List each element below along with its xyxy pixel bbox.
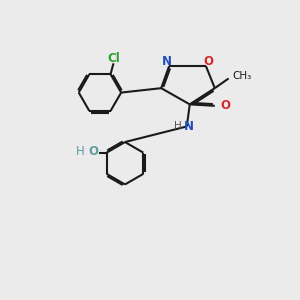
Text: N: N [184,120,194,133]
Text: O: O [89,145,99,158]
Text: H: H [76,145,85,158]
Text: CH₃: CH₃ [232,70,252,80]
Text: N: N [162,55,172,68]
Text: H: H [173,122,181,131]
Text: O: O [220,99,230,112]
Text: Cl: Cl [107,52,120,64]
Text: O: O [203,55,213,68]
